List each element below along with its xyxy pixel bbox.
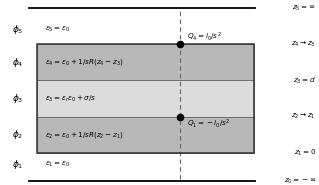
Text: $\phi_4$: $\phi_4$: [12, 56, 23, 69]
Text: $z_1=0$: $z_1=0$: [293, 147, 316, 158]
Text: $z_3= d$: $z_3= d$: [293, 75, 316, 86]
Bar: [37, 80, 254, 117]
Text: $\varepsilon_3=\varepsilon_r\varepsilon_0+\sigma/s$: $\varepsilon_3=\varepsilon_r\varepsilon_…: [45, 93, 96, 104]
Text: $\varepsilon_2=\varepsilon_0+1/sR(z_2-z_1)$: $\varepsilon_2=\varepsilon_0+1/sR(z_2-z_…: [45, 130, 123, 140]
Bar: [37, 44, 254, 153]
Text: $\phi_1$: $\phi_1$: [12, 158, 23, 171]
Text: $\phi_2$: $\phi_2$: [12, 128, 23, 141]
Text: $Q_4=i_0/s^2$: $Q_4=i_0/s^2$: [187, 31, 221, 43]
Text: $z_2\rightarrow z_1$: $z_2\rightarrow z_1$: [291, 112, 316, 121]
Bar: [37, 117, 254, 153]
Bar: [37, 44, 254, 80]
Text: $Q_1=-i_0/s^2$: $Q_1=-i_0/s^2$: [187, 117, 230, 130]
Text: $z_4\rightarrow z_3$: $z_4\rightarrow z_3$: [291, 40, 316, 49]
Text: $\varepsilon_5=\varepsilon_0$: $\varepsilon_5=\varepsilon_0$: [45, 25, 70, 34]
Text: $z_5=\infty$: $z_5=\infty$: [293, 4, 316, 13]
Text: $\phi_5$: $\phi_5$: [12, 23, 23, 36]
Text: $\phi_3$: $\phi_3$: [12, 92, 23, 105]
Text: $z_0=-\infty$: $z_0=-\infty$: [284, 177, 316, 185]
Text: $\varepsilon_1=\varepsilon_0$: $\varepsilon_1=\varepsilon_0$: [45, 160, 70, 169]
Text: $\varepsilon_4=\varepsilon_0+1/sR(z_4-z_3)$: $\varepsilon_4=\varepsilon_0+1/sR(z_4-z_…: [45, 57, 123, 68]
